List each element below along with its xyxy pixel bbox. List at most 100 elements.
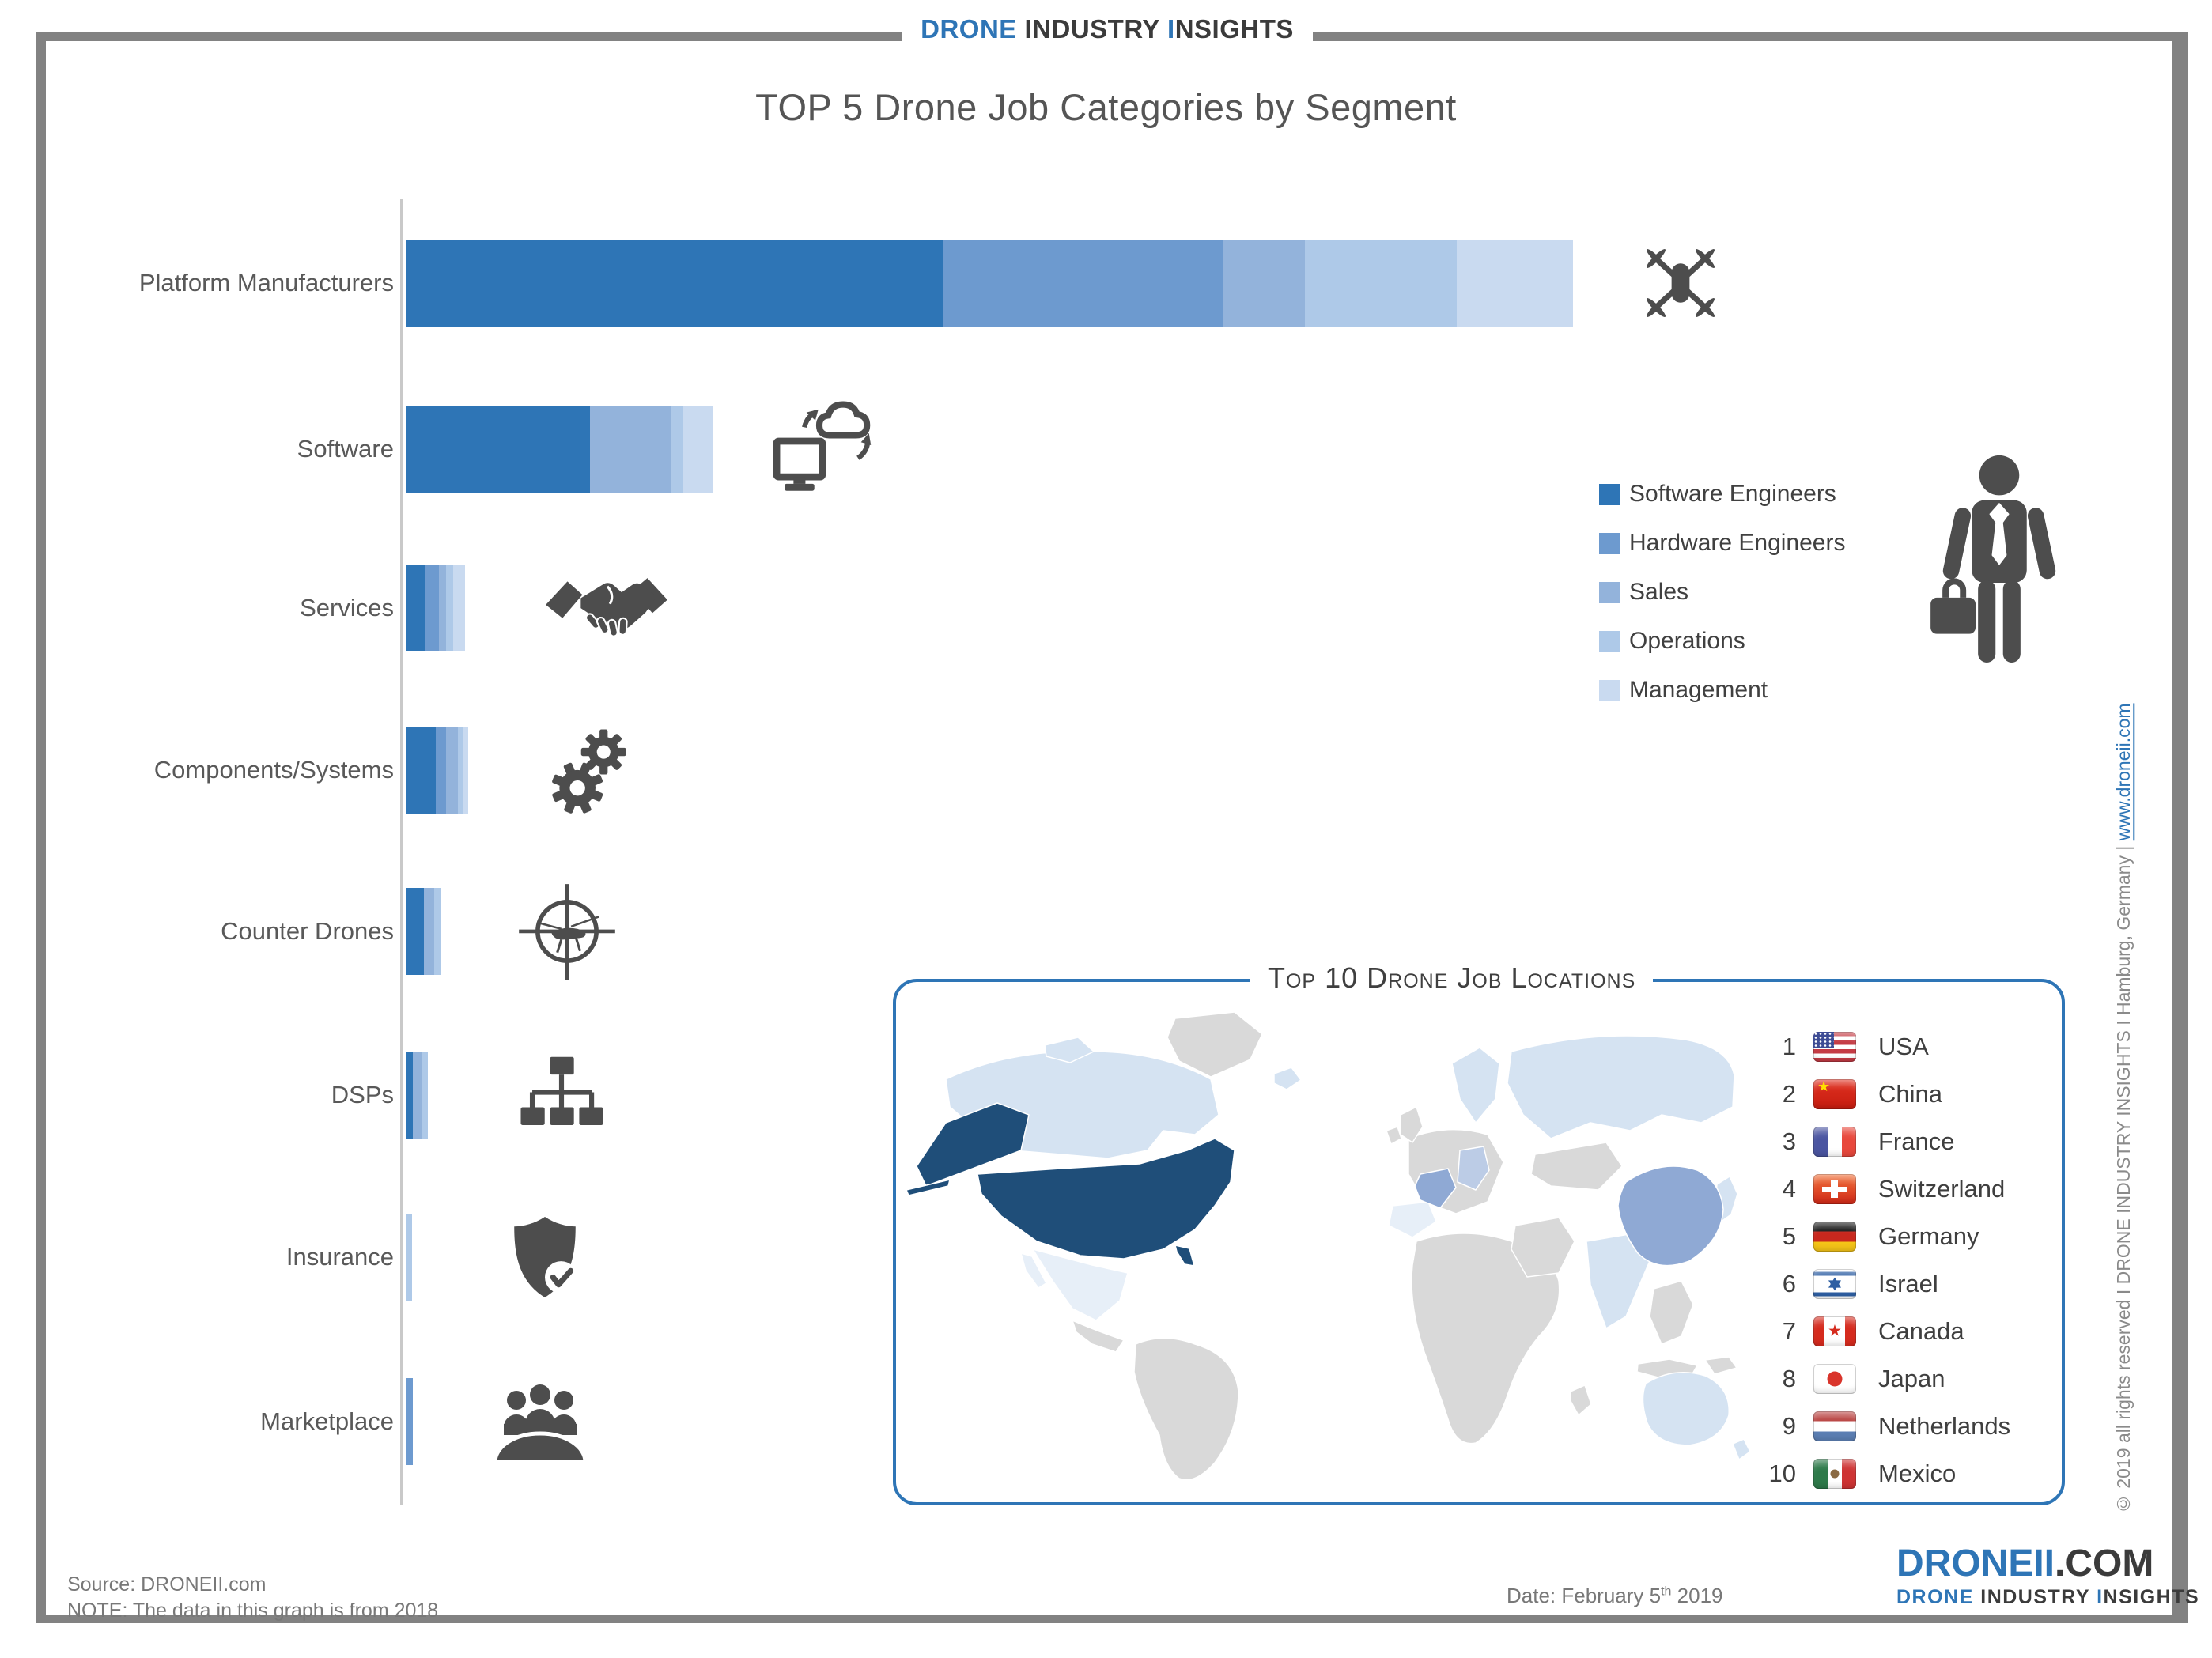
location-row: 4 Switzerland bbox=[1756, 1165, 2049, 1213]
category-label: Counter Drones bbox=[221, 917, 394, 945]
world-map bbox=[906, 1011, 1749, 1481]
category-label: Platform Manufacturers bbox=[138, 269, 394, 296]
brand-insights-initial: I bbox=[1167, 14, 1175, 43]
legend-swatch bbox=[1599, 679, 1620, 701]
locations-title: Top 10 Drone Job Locations bbox=[1250, 961, 1654, 995]
bar-software bbox=[406, 406, 1573, 493]
legend-swatch bbox=[1599, 532, 1620, 554]
legend-item: Operations bbox=[1599, 617, 1845, 666]
legend-label: Hardware Engineers bbox=[1629, 530, 1846, 556]
category-label: Marketplace bbox=[260, 1407, 394, 1435]
legend-label: Sales bbox=[1629, 579, 1689, 605]
legend-swatch bbox=[1599, 630, 1620, 652]
copyright-text: © 2019 all rights reserved I DRONE INDUS… bbox=[2113, 840, 2134, 1514]
bar-segment bbox=[413, 1052, 422, 1139]
location-rank: 6 bbox=[1782, 1270, 1796, 1297]
logo-sub-insights-rest: NSIGHTS bbox=[2103, 1586, 2200, 1608]
droneii-link[interactable]: www.droneii.com bbox=[2113, 703, 2134, 841]
chart-row: Insurance bbox=[55, 1214, 1573, 1301]
location-row: 2 China bbox=[1756, 1071, 2049, 1118]
handshake-icon bbox=[544, 565, 669, 648]
location-rank: 5 bbox=[1782, 1222, 1796, 1250]
legend-item: Management bbox=[1599, 666, 1845, 715]
location-row: 3 France bbox=[1756, 1118, 2049, 1165]
legend-item: Hardware Engineers bbox=[1599, 519, 1845, 568]
bar-segment bbox=[406, 1378, 414, 1465]
canada-flag-icon bbox=[1813, 1316, 1856, 1346]
location-row: 1 USA bbox=[1756, 1023, 2049, 1071]
chart-row: Software bbox=[55, 406, 1573, 493]
chart-row: Platform Manufacturers bbox=[55, 240, 1573, 327]
logo-sub-drone: DRONE bbox=[1896, 1586, 1974, 1608]
locations-list: 1 USA 2 China 3 France 4 Switzerland 5 bbox=[1756, 1023, 2049, 1497]
bar-segment bbox=[406, 1214, 413, 1301]
legend-item: Software Engineers bbox=[1599, 470, 1845, 519]
bar-segment bbox=[406, 240, 943, 327]
logo-com: .COM bbox=[2055, 1543, 2154, 1584]
category-label: DSPs bbox=[331, 1081, 394, 1108]
mexico-flag-icon bbox=[1813, 1459, 1856, 1489]
france-flag-icon bbox=[1813, 1127, 1856, 1157]
logo-droneii: DRONEII bbox=[1896, 1543, 2055, 1584]
chart-row: Services bbox=[55, 565, 1573, 651]
cloud-computing-icon bbox=[769, 399, 878, 499]
sitemap-icon bbox=[516, 1052, 607, 1140]
location-rank: 3 bbox=[1782, 1127, 1796, 1155]
legend-swatch bbox=[1599, 581, 1620, 603]
location-name: Netherlands bbox=[1878, 1412, 2011, 1440]
legend-swatch bbox=[1599, 483, 1620, 505]
location-name: Germany bbox=[1878, 1222, 1979, 1250]
location-row: 10 Mexico bbox=[1756, 1450, 2049, 1497]
bar-segment bbox=[671, 406, 683, 493]
israel-flag-icon bbox=[1813, 1269, 1856, 1299]
bar-segment bbox=[422, 1052, 429, 1139]
logo-sub-industry: INDUSTRY bbox=[1973, 1586, 2097, 1608]
logo-sub-insights-initial: I bbox=[2097, 1586, 2104, 1608]
location-row: 6 Israel bbox=[1756, 1260, 2049, 1308]
bar-segment bbox=[406, 406, 590, 493]
netherlands-flag-icon bbox=[1813, 1411, 1856, 1441]
chart-row: Marketplace bbox=[55, 1378, 1573, 1465]
location-rank: 7 bbox=[1782, 1317, 1796, 1345]
frame-border bbox=[36, 32, 46, 1623]
germany-flag-icon bbox=[1813, 1222, 1856, 1252]
location-name: Canada bbox=[1878, 1317, 1964, 1345]
location-name: Mexico bbox=[1878, 1460, 1957, 1487]
location-name: USA bbox=[1878, 1033, 1929, 1060]
bar-segment bbox=[439, 565, 447, 651]
location-name: France bbox=[1878, 1127, 1955, 1155]
brand-header: DRONE INDUSTRY INSIGHTS bbox=[894, 14, 1321, 44]
brand-industry: INDUSTRY bbox=[1024, 14, 1160, 43]
category-label: Services bbox=[300, 594, 394, 621]
bar-segment bbox=[683, 406, 713, 493]
location-name: Switzerland bbox=[1878, 1175, 2006, 1203]
location-name: Japan bbox=[1878, 1365, 1945, 1392]
date-prefix: Date: February 5 bbox=[1507, 1584, 1662, 1607]
legend: Software Engineers Hardware Engineers Sa… bbox=[1599, 470, 1845, 715]
bar-segment bbox=[446, 565, 453, 651]
bar-segment bbox=[463, 727, 469, 814]
china-flag-icon bbox=[1813, 1079, 1856, 1109]
frame-border bbox=[36, 1615, 2188, 1623]
bar-segment bbox=[457, 727, 464, 814]
frame-border bbox=[36, 32, 902, 41]
bar-marketplace bbox=[406, 1378, 1573, 1465]
location-row: 8 Japan bbox=[1756, 1355, 2049, 1403]
usa-flag-icon bbox=[1813, 1032, 1856, 1062]
brand-insights-rest: NSIGHTS bbox=[1174, 14, 1294, 43]
location-rank: 9 bbox=[1782, 1412, 1796, 1440]
bar-insurance bbox=[406, 1214, 1573, 1301]
brand-drone: DRONE bbox=[921, 14, 1017, 43]
bar-segment bbox=[435, 727, 447, 814]
businessman-icon bbox=[1923, 449, 2075, 686]
location-row: 9 Netherlands bbox=[1756, 1403, 2049, 1450]
location-rank: 10 bbox=[1768, 1460, 1796, 1487]
legend-label: Software Engineers bbox=[1629, 481, 1836, 507]
source-text: Source: DRONEII.com bbox=[67, 1573, 267, 1596]
location-rank: 4 bbox=[1782, 1175, 1796, 1203]
bar-segment bbox=[452, 565, 465, 651]
legend-label: Management bbox=[1629, 677, 1768, 703]
bar-segment bbox=[425, 565, 440, 651]
location-row: 7 Canada bbox=[1756, 1308, 2049, 1355]
